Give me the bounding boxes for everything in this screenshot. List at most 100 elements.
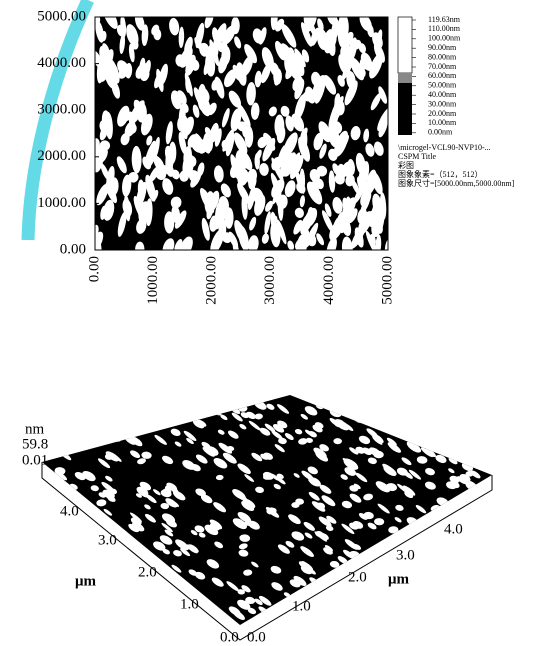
texture-blob xyxy=(152,392,165,402)
axis-label: 0.0 xyxy=(220,629,239,645)
texture-blob xyxy=(247,348,261,359)
colorbar-label: 30.00nm xyxy=(428,99,457,108)
x-tick-label: 1000.00 xyxy=(145,256,161,305)
texture-blob xyxy=(332,347,343,355)
texture-blob xyxy=(285,372,300,383)
y-tick-label: 5000.00 xyxy=(37,8,86,24)
texture-blob xyxy=(296,334,313,346)
texture-blob xyxy=(274,319,291,331)
texture-blob xyxy=(182,408,193,415)
info-line: \microgel-VCL90-NVP10-... xyxy=(398,143,491,152)
texture-blob xyxy=(249,339,263,349)
texture-blob xyxy=(250,387,268,401)
axis-label: 1.0 xyxy=(180,596,199,612)
texture-blob xyxy=(373,381,385,390)
texture-blob xyxy=(224,374,237,383)
texture-blob xyxy=(137,413,153,425)
texture-blob xyxy=(433,436,447,446)
texture-blob xyxy=(353,400,371,413)
texture-blob xyxy=(277,336,292,348)
texture-blob xyxy=(266,321,280,332)
figure: nm 59.8 0.01 μm μm 5000.004000.003000.00… xyxy=(0,0,541,646)
axis-label: 2.0 xyxy=(348,569,367,585)
x-tick-label: 2000.00 xyxy=(204,256,220,305)
texture-blob xyxy=(158,414,170,423)
x-tick-label: 5000.00 xyxy=(379,256,395,305)
axis-label: 3.0 xyxy=(98,532,117,548)
texture-blob xyxy=(298,379,310,388)
texture-blob xyxy=(324,377,336,386)
y-tick-label: 0.00 xyxy=(60,241,86,257)
texture-blob xyxy=(276,331,289,341)
texture-blob xyxy=(383,399,395,408)
texture-blob xyxy=(112,424,130,437)
x-tick-label: 4000.00 xyxy=(321,256,337,305)
texture-blob xyxy=(123,428,136,437)
z-label: 0.01 xyxy=(22,452,48,468)
y-tick-label: 2000.00 xyxy=(37,148,86,164)
colorbar-label: 110.00nm xyxy=(428,24,461,33)
texture-blob xyxy=(302,391,316,402)
texture-blob xyxy=(171,399,184,409)
texture-blob xyxy=(396,426,406,433)
texture-blob xyxy=(446,446,457,454)
texture-blob xyxy=(113,424,125,433)
texture-blob xyxy=(404,425,416,434)
texture-blob xyxy=(157,395,167,402)
x-tick-label: 3000.00 xyxy=(262,256,278,305)
axis-label: 2.0 xyxy=(138,564,157,580)
axis-unit: μm xyxy=(75,573,97,589)
texture-blob xyxy=(322,361,337,372)
texture-blob xyxy=(280,329,293,339)
info-line: 图象尺寸=[5000.00nm,5000.00nm] xyxy=(398,178,515,188)
texture-blob xyxy=(328,395,342,404)
texture-blob xyxy=(154,415,170,427)
texture-blob xyxy=(266,322,282,334)
texture-blob xyxy=(420,432,440,447)
texture-blob xyxy=(259,366,276,378)
colorbar-label: 80.00nm xyxy=(428,52,457,61)
z-label: 59.8 xyxy=(22,436,48,452)
y-tick-label: 1000.00 xyxy=(37,195,86,211)
colorbar-label: 20.00nm xyxy=(428,109,457,118)
texture-blob xyxy=(93,431,107,441)
texture-blob xyxy=(230,348,246,359)
axis-label: 3.0 xyxy=(396,547,415,563)
colorbar-label: 40.00nm xyxy=(428,90,457,99)
colorbar-label: 100.00nm xyxy=(428,34,461,43)
colorbar-label: 50.00nm xyxy=(428,81,457,90)
texture-blob xyxy=(200,402,212,410)
texture-blob xyxy=(155,389,168,398)
texture-blob xyxy=(122,414,140,428)
colorbar-light xyxy=(398,17,412,73)
texture-blob xyxy=(210,398,221,406)
texture-blob xyxy=(241,349,259,363)
colorbar-dark xyxy=(398,83,412,135)
texture-blob xyxy=(252,380,269,393)
texture-blob xyxy=(299,366,315,378)
texture-blob xyxy=(271,320,282,328)
colorbar-mid xyxy=(398,73,412,83)
texture-blob xyxy=(137,406,149,415)
texture-blob xyxy=(263,332,277,342)
texture-blob xyxy=(241,364,253,373)
colorbar-label: 90.00nm xyxy=(428,43,457,52)
texture-blob xyxy=(267,370,280,380)
texture-blob xyxy=(353,393,366,402)
body: nm 59.8 0.01 μm μm 5000.004000.003000.00… xyxy=(0,0,541,646)
texture-blob xyxy=(129,417,141,426)
info-line: 图象象素=（512，512） xyxy=(398,169,483,179)
page: {"top_panel":{"y_tick_labels":["5000.00"… xyxy=(0,0,541,646)
texture-blob xyxy=(205,393,215,400)
texture-blob xyxy=(242,386,254,394)
texture-blob xyxy=(257,345,271,356)
texture-blob xyxy=(147,399,164,411)
texture-blob xyxy=(258,352,269,360)
axis-label: 4.0 xyxy=(60,503,79,519)
texture-blob xyxy=(286,349,301,360)
info-line: CSPM Title xyxy=(398,152,436,161)
colorbar-label: 70.00nm xyxy=(428,62,457,71)
colorbar-label: 10.00nm xyxy=(428,118,457,127)
texture-blob xyxy=(176,408,191,419)
texture-blob xyxy=(400,414,420,429)
